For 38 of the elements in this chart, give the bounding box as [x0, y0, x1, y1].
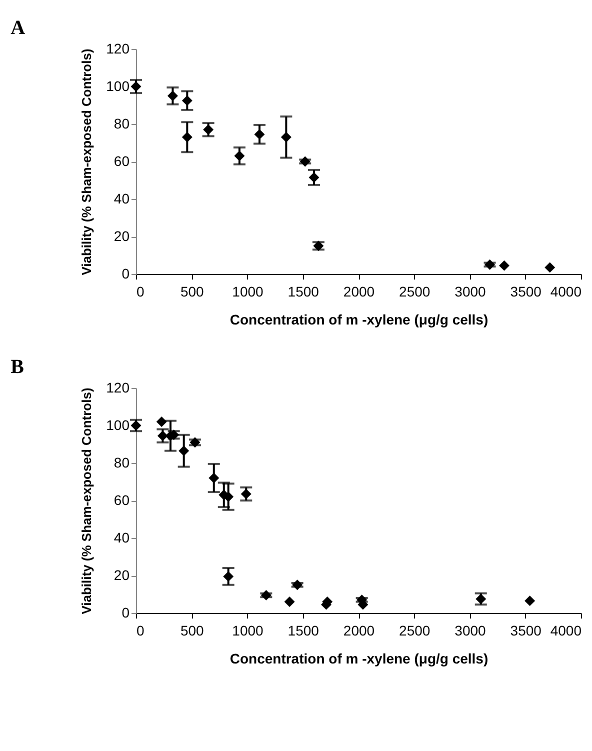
x-tick-label: 3000 — [454, 284, 486, 300]
x-tick-label: 1000 — [232, 622, 264, 638]
x-axis-title: Concentration of m -xylene (μg/g cells) — [230, 650, 488, 666]
x-tick-label: 500 — [180, 284, 204, 300]
x-tick-label: 2500 — [399, 284, 430, 300]
x-tick-label: 4000 — [550, 284, 582, 300]
x-tick-label: 1500 — [288, 622, 320, 638]
y-tick-label: 20 — [114, 228, 130, 244]
y-tick-label: 40 — [114, 190, 130, 206]
y-axis-title: Viability (% Sham-exposed Controls) — [79, 388, 94, 614]
x-tick-label: 4000 — [550, 622, 582, 638]
y-tick-label: 100 — [106, 78, 130, 94]
x-tick-label: 500 — [180, 622, 204, 638]
y-axis-title: Viability (% Sham-exposed Controls) — [79, 48, 94, 276]
chart-title: A — [10, 17, 26, 39]
y-tick-label: 120 — [106, 40, 130, 56]
y-tick-label: 0 — [122, 266, 130, 282]
x-tick-label: 1000 — [232, 284, 264, 300]
x-tick-label: 2000 — [343, 284, 375, 300]
x-axis-title: Concentration of m -xylene (μg/g cells) — [230, 312, 488, 328]
y-tick-label: 60 — [114, 153, 130, 169]
x-tick-label: 3000 — [454, 622, 486, 638]
x-tick-label: 2000 — [343, 622, 375, 638]
x-tick-label: 1500 — [288, 284, 320, 300]
y-tick-label: 40 — [114, 530, 130, 546]
x-tick-label: 2500 — [399, 622, 430, 638]
chart-title: B — [10, 356, 24, 378]
y-tick-label: 0 — [122, 604, 130, 620]
y-tick-label: 120 — [106, 380, 130, 396]
x-tick-label: 3500 — [510, 284, 542, 300]
y-tick-label: 100 — [106, 417, 130, 433]
y-tick-label: 60 — [114, 492, 130, 508]
y-tick-label: 80 — [114, 454, 130, 470]
x-tick-label: 3500 — [510, 622, 542, 638]
y-tick-label: 20 — [114, 567, 130, 583]
x-tick-label: 0 — [136, 622, 144, 638]
x-tick-label: 0 — [136, 284, 144, 300]
y-tick-label: 80 — [114, 116, 130, 132]
